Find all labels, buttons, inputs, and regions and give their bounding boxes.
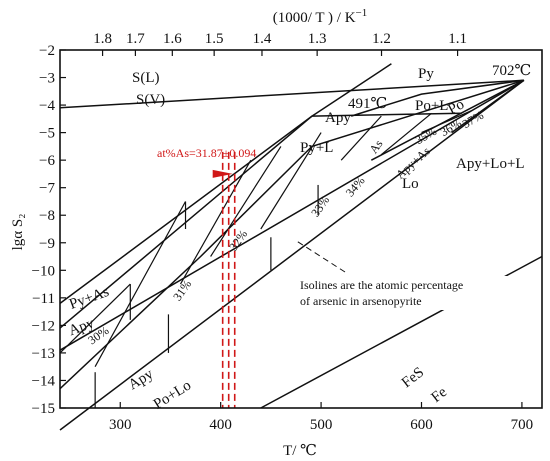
top-axis-title-superscript: −1 xyxy=(356,7,368,19)
note-line-1: Isolines are the atomic percentage xyxy=(300,278,463,292)
phase-boundary xyxy=(451,79,525,134)
note-line-2: of arsenic in arsenopyrite xyxy=(300,294,422,308)
y-tick-label: −4 xyxy=(39,98,55,114)
label-702: 702℃ xyxy=(492,63,531,79)
y-tick-label: −14 xyxy=(32,373,56,389)
phase-boundary xyxy=(311,63,392,117)
label-lo: Lo xyxy=(402,176,419,192)
y-tick-label: −13 xyxy=(32,346,55,362)
top-tick-label: 1.6 xyxy=(163,31,182,47)
x-tick-label: 400 xyxy=(209,417,232,433)
label-po: Po xyxy=(445,96,467,118)
phase-boundary xyxy=(59,79,525,351)
isoline xyxy=(94,201,187,367)
isoline xyxy=(59,283,131,354)
label-fe: Fe xyxy=(428,384,450,406)
arsenic-percent-label: at%As=31.87±0.094 xyxy=(157,146,256,160)
label-py-l: Py+L xyxy=(300,140,333,156)
x-tick-label: 700 xyxy=(511,417,534,433)
isoline xyxy=(380,112,432,156)
y-tick-label: −10 xyxy=(32,263,55,279)
isoline xyxy=(421,110,472,134)
y-tick-label: −6 xyxy=(39,153,55,169)
measurement-lines xyxy=(212,151,236,408)
x-tick-label: 500 xyxy=(310,417,333,433)
isoline-label-34: 34% xyxy=(343,174,368,200)
top-tick-label: 1.7 xyxy=(126,31,145,47)
y-tick-label: −8 xyxy=(39,208,55,224)
label-apy-lo-l: Apy+Lo+L xyxy=(456,156,525,172)
axis-ticks: 300 400 500 600 700 −15 −14 −13 −12 −11 −10 −9 −8 −7 −… xyxy=(32,31,534,433)
top-axis-title: (1000/ T ) / K−1 xyxy=(273,7,368,26)
y-tick-label: −3 xyxy=(39,71,55,87)
top-tick-label: 1.2 xyxy=(372,31,391,47)
phase-boundary xyxy=(350,79,525,117)
label-py: Py xyxy=(418,66,434,82)
label-s-vapor: S(V) xyxy=(136,92,165,108)
y-tick-label: −11 xyxy=(32,291,55,307)
isoline xyxy=(210,146,282,257)
x-tick-label: 300 xyxy=(109,417,132,433)
phase-boundary xyxy=(370,79,525,161)
isoline xyxy=(260,132,322,230)
plot-frame xyxy=(59,49,543,409)
label-apy-top: Apy xyxy=(325,110,351,126)
top-tick-label: 1.8 xyxy=(93,31,112,47)
y-tick-label: −12 xyxy=(32,318,55,334)
y-tick-label: −2 xyxy=(39,43,55,59)
note-leader xyxy=(294,239,346,273)
y-tick-label: −5 xyxy=(39,126,55,142)
note-background xyxy=(298,276,528,310)
isoline-label-32: 32% xyxy=(226,227,250,253)
x-tick-label: 600 xyxy=(410,417,433,433)
top-tick-label: 1.4 xyxy=(253,31,272,47)
top-tick-label: 1.3 xyxy=(308,31,327,47)
y-axis-title: lgα S₂ xyxy=(10,214,26,251)
y-tick-label: −9 xyxy=(39,236,55,252)
y-tick-label: −15 xyxy=(32,401,55,417)
isoline xyxy=(179,159,252,285)
y-tick-label: −7 xyxy=(39,181,55,197)
top-tick-label: 1.5 xyxy=(205,31,224,47)
label-apy-bottom: Apy xyxy=(126,366,157,394)
label-491: 491℃ xyxy=(348,96,387,112)
x-axis-title: T/ ℃ xyxy=(283,443,317,459)
label-fes: FeS xyxy=(399,364,427,391)
isoline-labels: 30% 31% 32% 33% 34% 35% 36% 37% xyxy=(85,108,486,347)
measurement-arrow xyxy=(212,169,233,178)
isoline-label-33: 33% xyxy=(308,193,332,219)
phase-boundary xyxy=(59,79,524,109)
phase-boundary xyxy=(59,79,525,390)
phase-boundaries xyxy=(59,63,543,431)
isoline xyxy=(340,115,382,161)
top-tick-label: 1.1 xyxy=(448,31,467,47)
label-po-l: Po+L xyxy=(415,98,448,114)
label-s-liquid: S(L) xyxy=(132,70,160,86)
phase-boundary xyxy=(59,79,525,431)
